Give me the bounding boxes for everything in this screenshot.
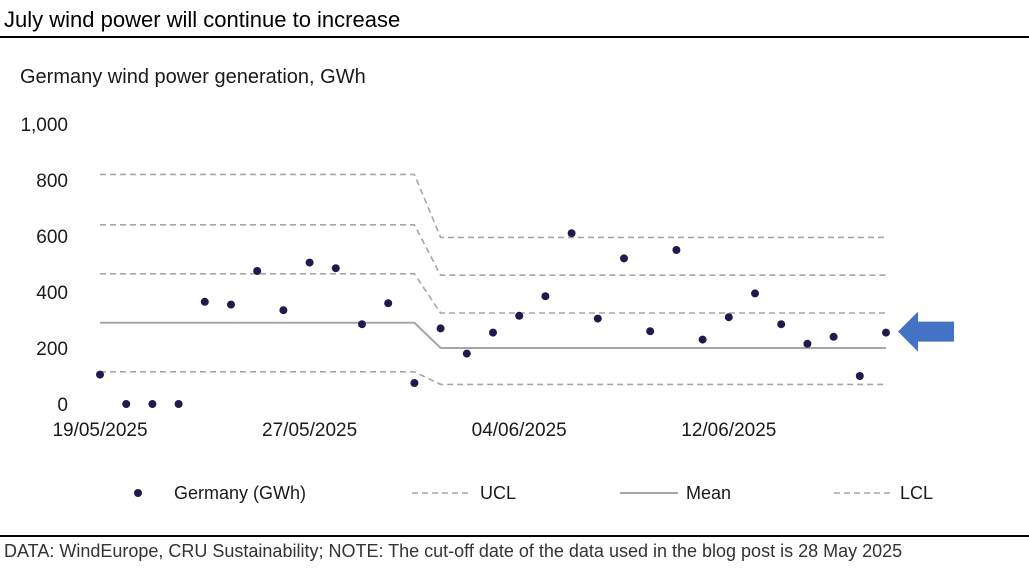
data-point-8 [305,258,314,267]
data-point-11 [384,299,393,308]
legend: Germany (GWh) UCL Mean LCL [134,483,933,503]
y-tick-label: 400 [36,283,68,304]
legend-label-ucl: UCL [480,483,516,503]
legend-label-mean: Mean [686,483,731,503]
lcl-line-0 [100,371,886,386]
legend-label-germany-gwh-: Germany (GWh) [174,483,306,503]
data-point-10 [358,320,366,329]
data-point-24 [724,313,733,322]
data-points [96,229,890,408]
data-point-16 [515,311,524,320]
data-point-12 [410,379,419,387]
data-point-28 [829,332,838,341]
data-point-21 [646,327,655,336]
data-point-22 [672,246,681,254]
data-point-7 [279,306,288,315]
mean-line-0 [100,321,886,349]
data-point-19 [593,314,602,323]
data-point-30 [882,328,890,337]
data-point-18 [567,229,576,238]
y-tick-label: 600 [36,227,68,248]
y-tick-label: 800 [36,171,68,192]
y-tick-label: 1,000 [20,115,68,136]
y-tick-label: 200 [36,339,68,360]
data-point-1 [122,400,131,408]
legend-marker-points [134,489,142,497]
top-rule [0,36,1029,38]
y-axis-ticks: 0 200 400 600 800 1,000 [20,115,68,416]
data-point-3 [174,400,183,408]
data-point-29 [855,372,864,380]
x-tick-label: 12/06/2025 [681,420,776,441]
data-point-0 [96,370,104,379]
ucl-line-1 [100,224,886,276]
x-tick-label: 04/06/2025 [472,420,567,441]
data-point-5 [227,300,235,309]
data-point-20 [620,254,628,263]
x-axis-ticks: 19/05/2025 27/05/2025 04/06/2025 12/06/2025 [52,420,776,441]
ucl-line-2 [100,273,886,314]
legend-label-lcl: LCL [900,483,933,503]
data-point-9 [331,264,340,273]
data-point-4 [200,297,209,306]
x-tick-label: 19/05/2025 [52,420,147,441]
bottom-rule [0,535,1029,537]
data-point-23 [698,335,707,344]
data-point-25 [751,289,759,298]
data-point-27 [803,339,812,348]
x-tick-label: 27/05/2025 [262,420,357,441]
chart-title: Germany wind power generation, GWh [20,66,366,88]
data-point-15 [489,328,497,337]
data-point-13 [436,324,445,333]
headline: July wind power will continue to increas… [4,7,401,32]
data-point-14 [462,349,471,358]
y-tick-label: 0 [57,395,68,416]
data-point-26 [777,320,786,329]
footer-note: DATA: WindEurope, CRU Sustainability; NO… [4,541,903,561]
data-point-2 [148,400,157,408]
arrow-icon [898,311,954,352]
ucl-line-0 [100,173,886,239]
latest-value-arrow [898,311,954,352]
control-lines [100,173,886,386]
data-point-6 [253,267,262,275]
data-point-17 [541,292,550,301]
